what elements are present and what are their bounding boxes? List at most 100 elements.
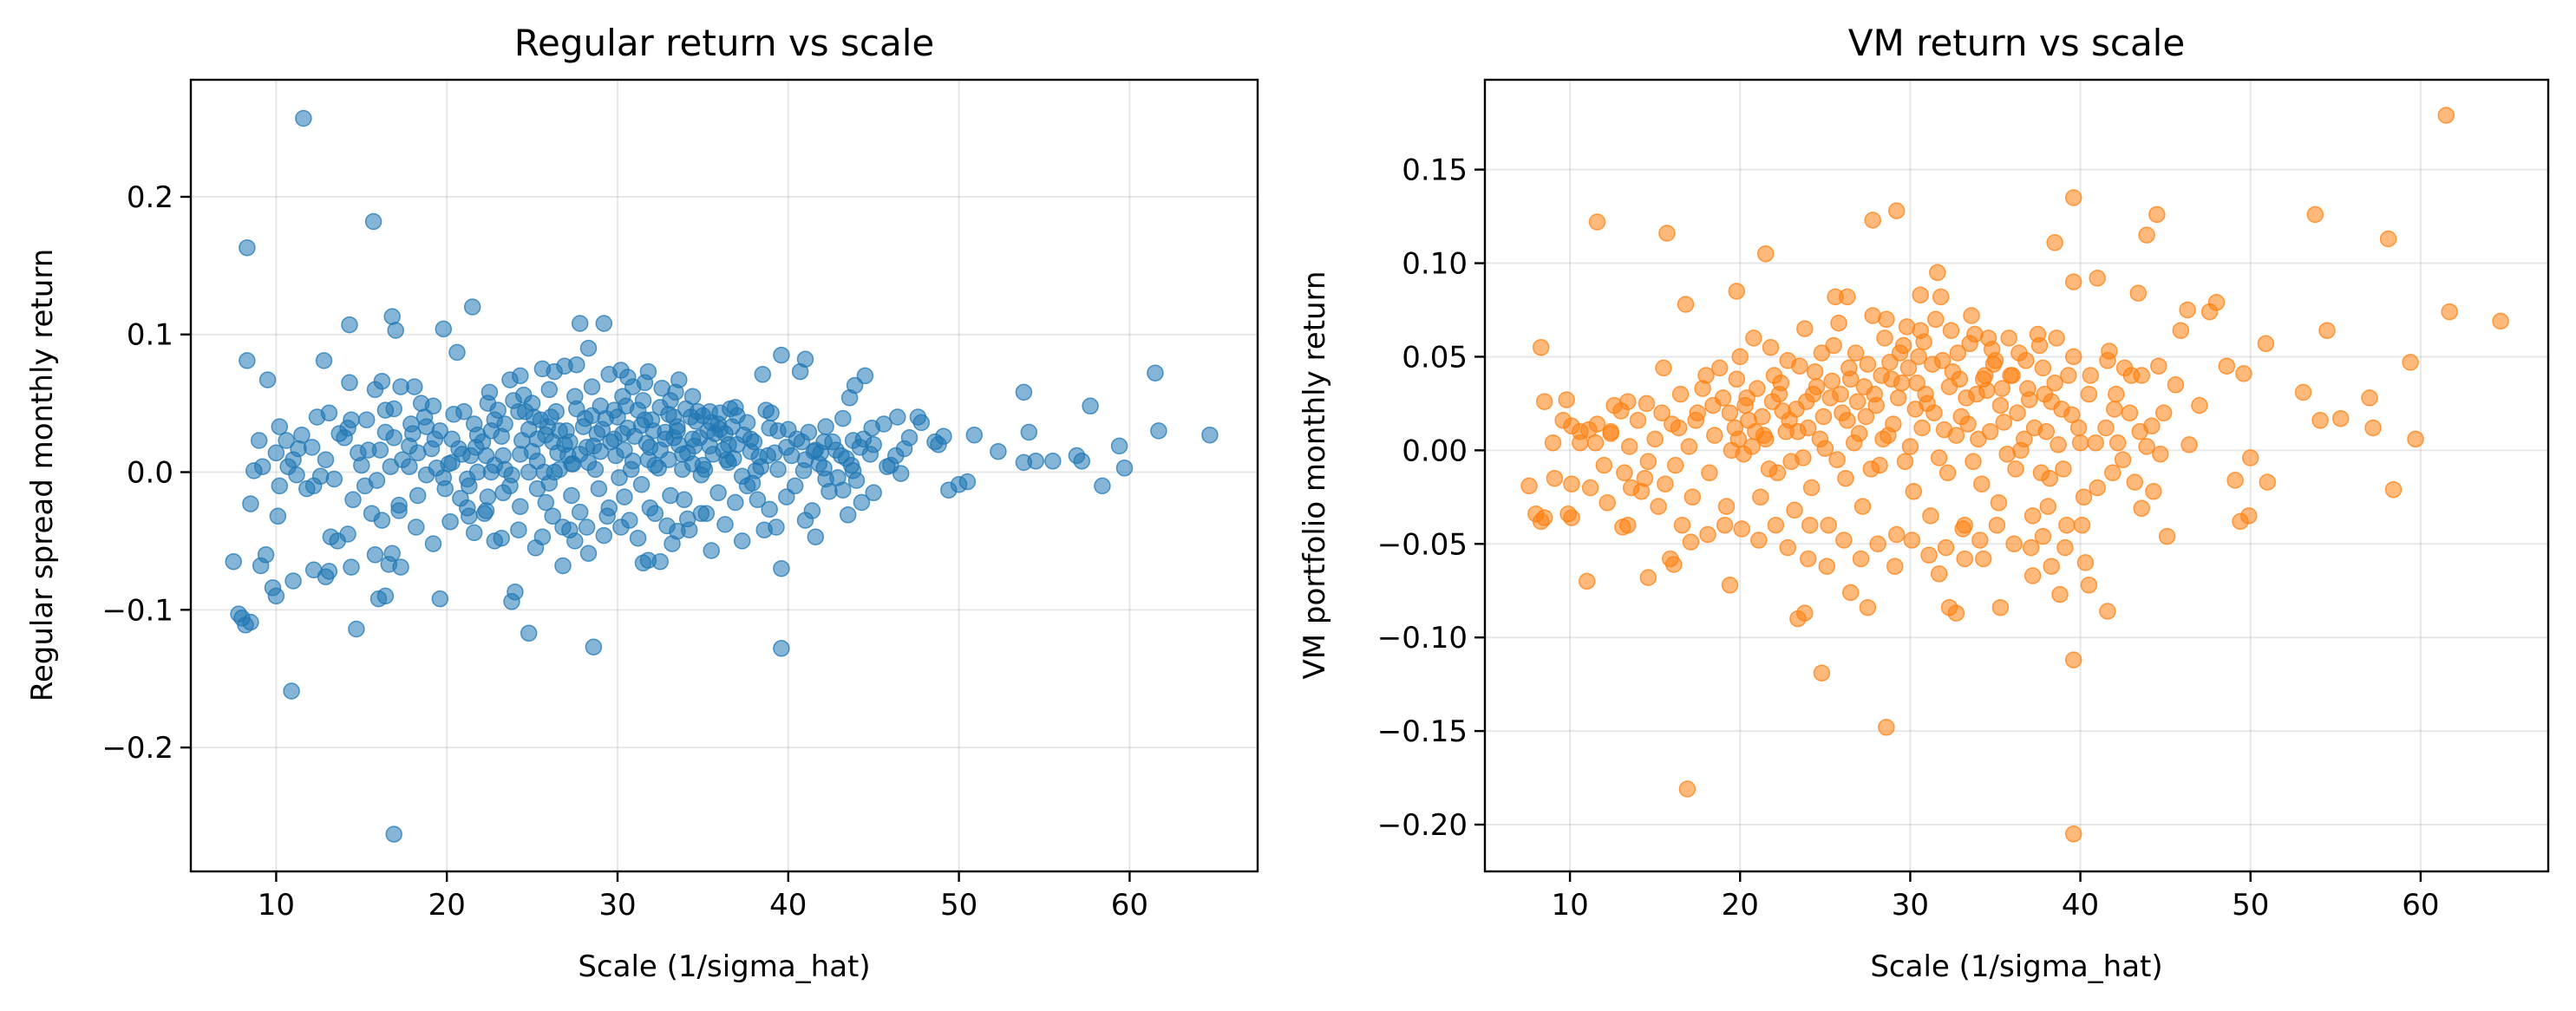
scatter-point [2364,419,2382,437]
scatter-point [697,505,716,522]
scatter-point [344,491,362,509]
scatter-point [1862,460,1880,478]
plot-frame [189,78,1259,873]
scatter-point [882,456,899,474]
scatter-point [1813,344,1831,362]
scatter-point [2232,512,2249,531]
scatter-point [1990,494,2008,512]
scatter-point [1799,550,1817,568]
scatter-point [542,408,559,426]
scatter-point [1835,532,1853,549]
scatter-point [373,512,391,529]
scatter-point [1991,598,2010,616]
scatter-point [1586,434,1605,452]
scatter-point [1930,565,1948,583]
scatter-point [1646,430,1664,448]
scatter-point [417,466,435,484]
scatter-point [369,590,388,608]
scatter-point [283,682,300,700]
scatter-point [1973,475,1991,492]
scatter-point [1706,427,1723,444]
scatter-point [1825,336,1842,355]
chart-title: VM return vs scale [1848,22,2185,64]
scatter-point [2032,464,2050,482]
scatter-point [2025,419,2043,437]
scatter-point [794,462,813,479]
scatter-point [1993,380,2011,397]
scatter-point [1901,438,1919,455]
scatter-point [426,430,444,448]
scatter-point [1903,532,1921,549]
scatter-point [1912,286,1929,303]
scatter-point [1721,577,1739,594]
scatter-point [1558,391,1575,408]
scatter-point [1876,329,1893,347]
scatter-point [512,446,529,463]
scatter-point [990,442,1007,460]
scatter-point [448,343,466,362]
scatter-point [1954,520,1971,538]
scatter-point [1899,359,1918,377]
scatter-point [2080,577,2098,594]
x-tick-label: 60 [1111,888,1148,923]
scatter-point [2009,404,2026,421]
scatter-point [1971,532,1989,549]
scatter-point [773,640,790,657]
scatter-point [2259,473,2277,491]
axis-ticks: 10 20 30 40 50 60 −0.20 −0.15 −0.10 −0.05 0.00 0.05… [1377,153,2440,923]
scatter-point [2138,226,2155,244]
scatter-point [2034,527,2052,545]
scatter-point [271,418,289,435]
scatter-point [1678,780,1697,798]
scatter-point [2060,367,2077,384]
scatter-point [709,415,727,433]
scatter-point [1699,525,1716,544]
scatter-point [2030,336,2049,355]
scatter-point [382,458,400,475]
scatter-point [475,505,494,522]
scatter-point [2257,335,2275,353]
scatter-point [639,362,657,381]
scatter-point [780,421,797,439]
scatter-point [1828,451,1846,468]
scatter-point [489,401,507,419]
scatter-point [2126,473,2144,491]
scatter-point [709,484,727,502]
scatter-point [1795,449,1812,466]
scatter-point [317,451,335,468]
scatter-point [865,484,882,502]
scatter-point [817,418,834,435]
scatter-point [435,320,453,338]
scatter-point [1588,415,1606,433]
y-tick-label: 0.15 [1402,153,1468,188]
scatter-point [1786,501,1803,519]
scatter-point [2036,385,2054,403]
scatter-point [1910,348,1927,366]
scatter-point [632,476,651,493]
x-tick-label: 10 [258,888,295,923]
scatter-point [520,463,538,481]
scatter-point [662,392,679,409]
scatter-point [1704,396,1722,414]
scatter-point [653,379,670,397]
scatter-point [561,433,579,451]
scatter-point [563,455,580,473]
scatter-point [1670,419,1688,437]
scatter-point [895,440,913,458]
scatter-point [749,491,767,509]
scatter-point [237,616,254,634]
scatter-point [1201,426,1219,444]
scatter-point [1839,412,1856,429]
scatter-point [639,451,657,468]
scatter-point [482,463,500,481]
scatter-point [2133,367,2150,384]
scatter-point [664,535,681,552]
scatter-point [716,516,734,533]
scatter-point [2115,359,2134,377]
scatter-point [2050,436,2067,453]
scatter-point [1874,430,1892,448]
scatter-point [1837,469,1854,487]
scatter-point [2133,499,2150,518]
scatter-point [1572,423,1589,440]
scatter-point [2158,527,2176,545]
